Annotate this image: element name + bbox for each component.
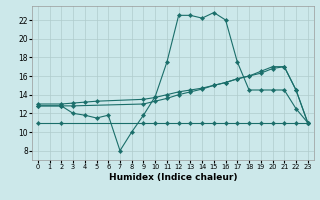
X-axis label: Humidex (Indice chaleur): Humidex (Indice chaleur) (108, 173, 237, 182)
